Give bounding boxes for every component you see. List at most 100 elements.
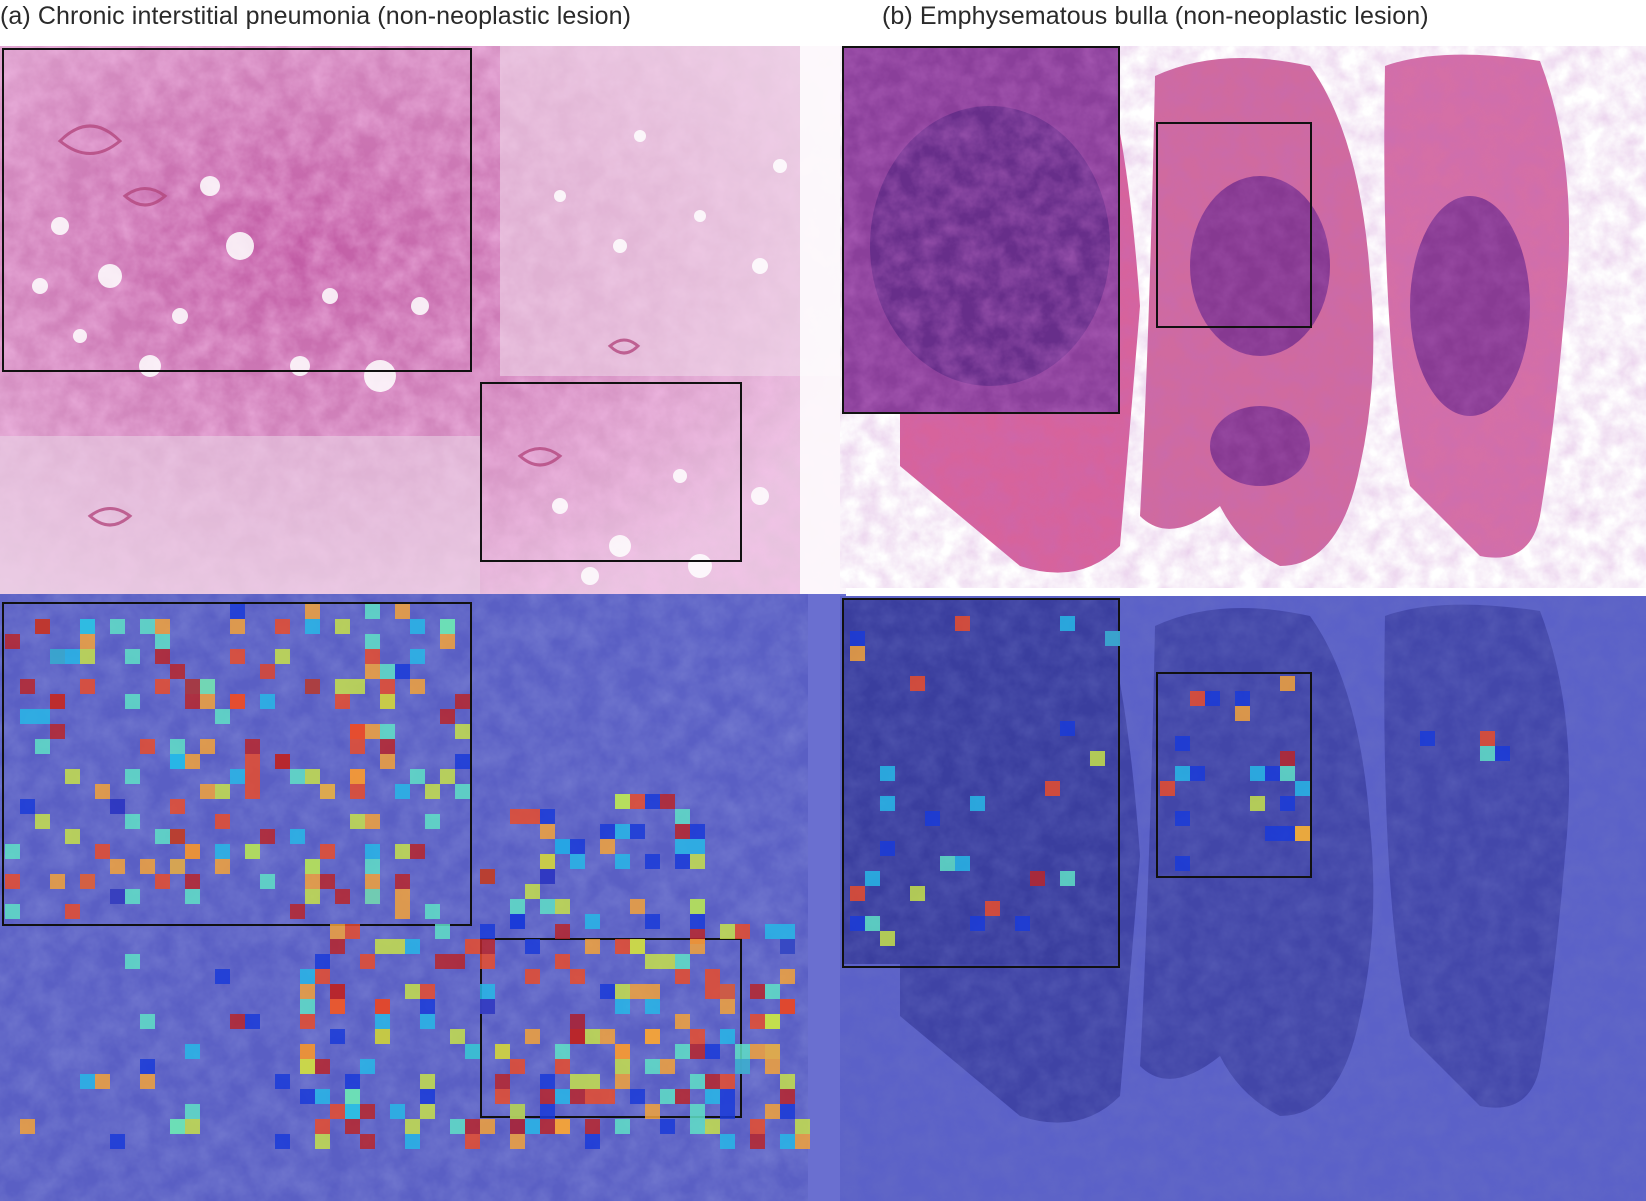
attention-tile xyxy=(540,1119,555,1134)
attention-tile xyxy=(780,1089,795,1104)
attention-tile xyxy=(155,649,170,664)
attention-tile xyxy=(315,1059,330,1074)
attention-tile xyxy=(35,814,50,829)
attention-tile xyxy=(140,1059,155,1074)
attention-tile xyxy=(735,1044,750,1059)
attention-tile xyxy=(365,844,380,859)
panel-b-he-inset-box xyxy=(842,46,1120,414)
attention-tile xyxy=(1060,871,1075,886)
attention-tile xyxy=(35,739,50,754)
attention-tile xyxy=(705,984,720,999)
attention-tile xyxy=(80,634,95,649)
attention-tile xyxy=(245,754,260,769)
attention-tile xyxy=(390,939,405,954)
attention-tile xyxy=(95,1074,110,1089)
attention-tile xyxy=(20,709,35,724)
attention-tile xyxy=(480,954,495,969)
attention-tile xyxy=(1045,781,1060,796)
attention-tile xyxy=(380,694,395,709)
attention-tile xyxy=(850,631,865,646)
attention-tile xyxy=(465,1119,480,1134)
attention-tile xyxy=(215,814,230,829)
attention-tile xyxy=(300,1059,315,1074)
attention-tile xyxy=(690,939,705,954)
attention-tile xyxy=(1015,916,1030,931)
attention-tile xyxy=(880,766,895,781)
attention-tile xyxy=(585,914,600,929)
attention-tile xyxy=(1280,766,1295,781)
attention-tile xyxy=(555,899,570,914)
panel-a-heatmap-image xyxy=(0,594,846,1201)
attention-tile xyxy=(720,999,735,1014)
attention-tile xyxy=(705,969,720,984)
attention-tile xyxy=(690,1074,705,1089)
attention-tile xyxy=(440,709,455,724)
attention-tile xyxy=(345,1089,360,1104)
attention-tile xyxy=(405,939,420,954)
attention-tile xyxy=(170,859,185,874)
attention-tile xyxy=(510,1059,525,1074)
attention-tile xyxy=(80,874,95,889)
attention-tile xyxy=(330,1029,345,1044)
attention-tile xyxy=(675,854,690,869)
attention-tile xyxy=(555,954,570,969)
attention-tile xyxy=(525,884,540,899)
attention-tile xyxy=(705,1089,720,1104)
attention-tile xyxy=(690,824,705,839)
attention-tile xyxy=(645,794,660,809)
attention-tile xyxy=(365,874,380,889)
attention-tile xyxy=(585,1134,600,1149)
attention-tile xyxy=(645,999,660,1014)
attention-tile xyxy=(465,1044,480,1059)
attention-tile xyxy=(630,824,645,839)
attention-tile xyxy=(140,619,155,634)
attention-tile xyxy=(185,1119,200,1134)
attention-tile xyxy=(170,799,185,814)
attention-tile xyxy=(230,769,245,784)
attention-tile xyxy=(260,694,275,709)
attention-tile xyxy=(110,1134,125,1149)
attention-tile xyxy=(380,679,395,694)
attention-tile xyxy=(215,844,230,859)
attention-tile xyxy=(395,904,410,919)
attention-tile xyxy=(970,796,985,811)
attention-tile xyxy=(675,1044,690,1059)
attention-tile xyxy=(330,924,345,939)
attention-tile xyxy=(290,829,305,844)
attention-tile xyxy=(230,649,245,664)
attention-tile xyxy=(570,1029,585,1044)
attention-tile xyxy=(300,969,315,984)
attention-tile xyxy=(155,619,170,634)
attention-tile xyxy=(275,619,290,634)
attention-tile xyxy=(125,889,140,904)
attention-tile xyxy=(600,1089,615,1104)
attention-tile xyxy=(615,939,630,954)
attention-tile xyxy=(690,1119,705,1134)
attention-tile xyxy=(585,1074,600,1089)
attention-tile xyxy=(50,874,65,889)
attention-tile xyxy=(365,859,380,874)
attention-tile xyxy=(555,1089,570,1104)
attention-tile xyxy=(465,939,480,954)
attention-tile xyxy=(335,679,350,694)
attention-tile xyxy=(110,859,125,874)
panel-a-he-image xyxy=(0,46,846,620)
attention-tile xyxy=(380,724,395,739)
attention-tile xyxy=(705,1119,720,1134)
attention-tile xyxy=(600,824,615,839)
attention-tile xyxy=(955,616,970,631)
attention-tile xyxy=(510,1104,525,1119)
attention-tile xyxy=(645,1029,660,1044)
attention-tile xyxy=(335,694,350,709)
attention-tile xyxy=(1295,826,1310,841)
attention-tile xyxy=(350,814,365,829)
attention-tile xyxy=(300,1014,315,1029)
attention-tile xyxy=(690,1029,705,1044)
attention-tile xyxy=(480,1119,495,1134)
attention-tile xyxy=(1280,676,1295,691)
attention-tile xyxy=(615,1044,630,1059)
attention-tile xyxy=(185,679,200,694)
attention-tile xyxy=(200,739,215,754)
attention-tile xyxy=(525,969,540,984)
attention-tile xyxy=(170,1119,185,1134)
